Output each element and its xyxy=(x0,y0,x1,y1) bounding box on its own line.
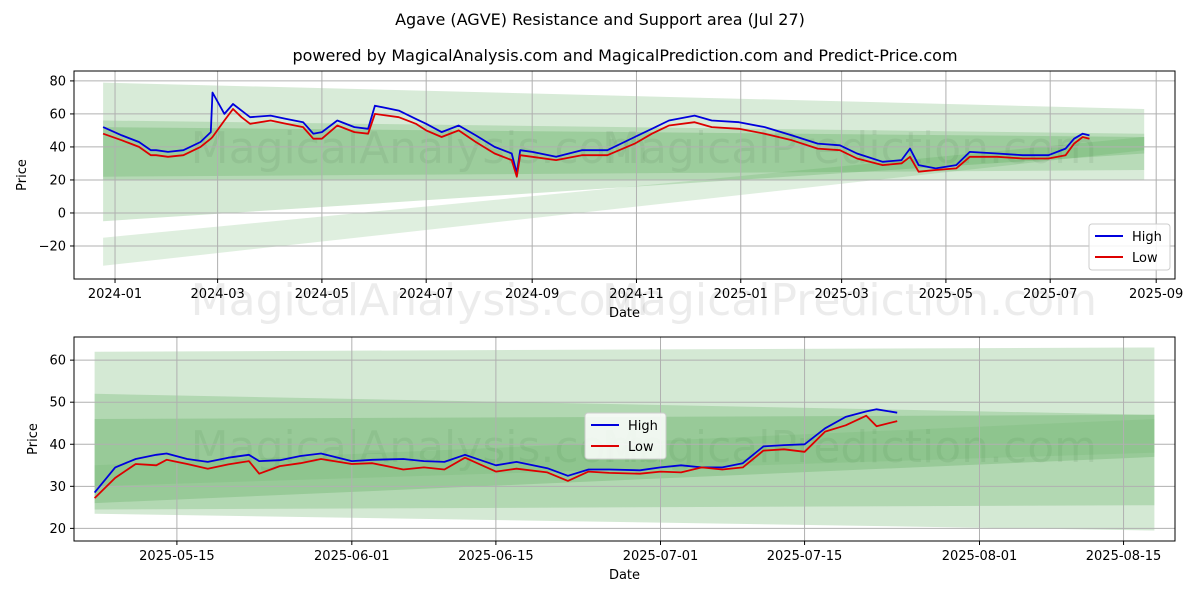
axes-frame xyxy=(73,70,1176,280)
series-line-high xyxy=(102,91,1090,175)
legend-label-low: Low xyxy=(1132,251,1158,266)
x-tick-label: 2024-09 xyxy=(505,287,559,302)
x-tick-label: 2024-07 xyxy=(399,287,453,302)
x-tick-label: 2024-03 xyxy=(190,287,244,302)
x-tick-label: 2025-03 xyxy=(814,287,868,302)
watermark: MagicalAnalysis.com xyxy=(191,275,649,326)
x-tick-label: 2025-05-15 xyxy=(139,549,215,564)
support-resistance-band xyxy=(103,82,1145,180)
x-tick-label: 2025-07-01 xyxy=(623,549,699,564)
watermark: MagicalPrediction.com xyxy=(602,422,1097,473)
y-tick-label: 40 xyxy=(49,438,66,453)
bottom-chart: MagicalAnalysis.comMagicalPrediction.com… xyxy=(26,336,1176,583)
series-line-high xyxy=(93,408,898,494)
y-tick-label: 60 xyxy=(49,107,66,122)
plot-area xyxy=(74,71,1175,279)
support-resistance-band xyxy=(103,127,1145,222)
x-tick-label: 2025-08-15 xyxy=(1086,549,1162,564)
watermark: MagicalAnalysis.com xyxy=(191,123,649,174)
x-tick-label: 2025-06-15 xyxy=(458,549,534,564)
top-chart: MagicalAnalysis.comMagicalPrediction.com… xyxy=(15,70,1183,326)
series-line-low xyxy=(102,108,1090,178)
x-tick-label: 2025-07 xyxy=(1023,287,1077,302)
y-tick-label: 20 xyxy=(49,173,66,188)
x-tick-label: 2025-06-01 xyxy=(314,549,390,564)
x-tick-label: 2024-01 xyxy=(88,287,142,302)
y-tick-label: 40 xyxy=(49,140,66,155)
y-tick-label: −20 xyxy=(39,239,66,254)
x-tick-label: 2025-09 xyxy=(1129,287,1183,302)
x-axis-label: Date xyxy=(609,306,640,321)
x-axis-label: Date xyxy=(609,568,640,583)
y-tick-label: 50 xyxy=(49,396,66,411)
watermark: MagicalPrediction.com xyxy=(602,275,1097,326)
support-resistance-band xyxy=(103,137,1145,266)
y-tick-label: 60 xyxy=(49,354,66,369)
x-tick-label: 2024-11 xyxy=(609,287,663,302)
y-axis-label: Price xyxy=(26,423,41,455)
series-line-low xyxy=(93,414,898,499)
y-tick-label: 0 xyxy=(58,206,66,221)
legend-label-low: Low xyxy=(628,440,654,455)
x-tick-label: 2025-05 xyxy=(919,287,973,302)
watermark: MagicalAnalysis.com xyxy=(191,422,649,473)
y-tick-label: 30 xyxy=(49,480,66,495)
x-tick-label: 2024-05 xyxy=(295,287,349,302)
y-tick-label: 20 xyxy=(49,522,66,537)
legend-label-high: High xyxy=(1132,230,1162,245)
x-tick-label: 2025-07-15 xyxy=(767,549,843,564)
legend-label-high: High xyxy=(628,419,658,434)
axes-frame xyxy=(73,336,1176,542)
y-axis-label: Price xyxy=(15,159,30,191)
y-tick-label: 80 xyxy=(49,74,66,89)
x-tick-label: 2025-08-01 xyxy=(942,549,1018,564)
watermark: MagicalPrediction.com xyxy=(602,123,1097,174)
x-tick-label: 2025-01 xyxy=(714,287,768,302)
chart-subtitle: powered by MagicalAnalysis.com and Magic… xyxy=(292,46,957,65)
chart-title: Agave (AGVE) Resistance and Support area… xyxy=(395,10,805,29)
